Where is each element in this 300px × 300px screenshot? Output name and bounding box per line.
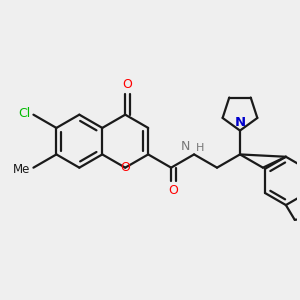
Text: O: O: [120, 161, 130, 174]
Text: Me: Me: [13, 163, 31, 176]
Text: N: N: [181, 140, 190, 153]
Text: O: O: [123, 78, 133, 91]
Text: O: O: [169, 184, 178, 197]
Text: Cl: Cl: [18, 107, 31, 120]
Text: H: H: [196, 143, 204, 153]
Text: N: N: [234, 116, 245, 129]
